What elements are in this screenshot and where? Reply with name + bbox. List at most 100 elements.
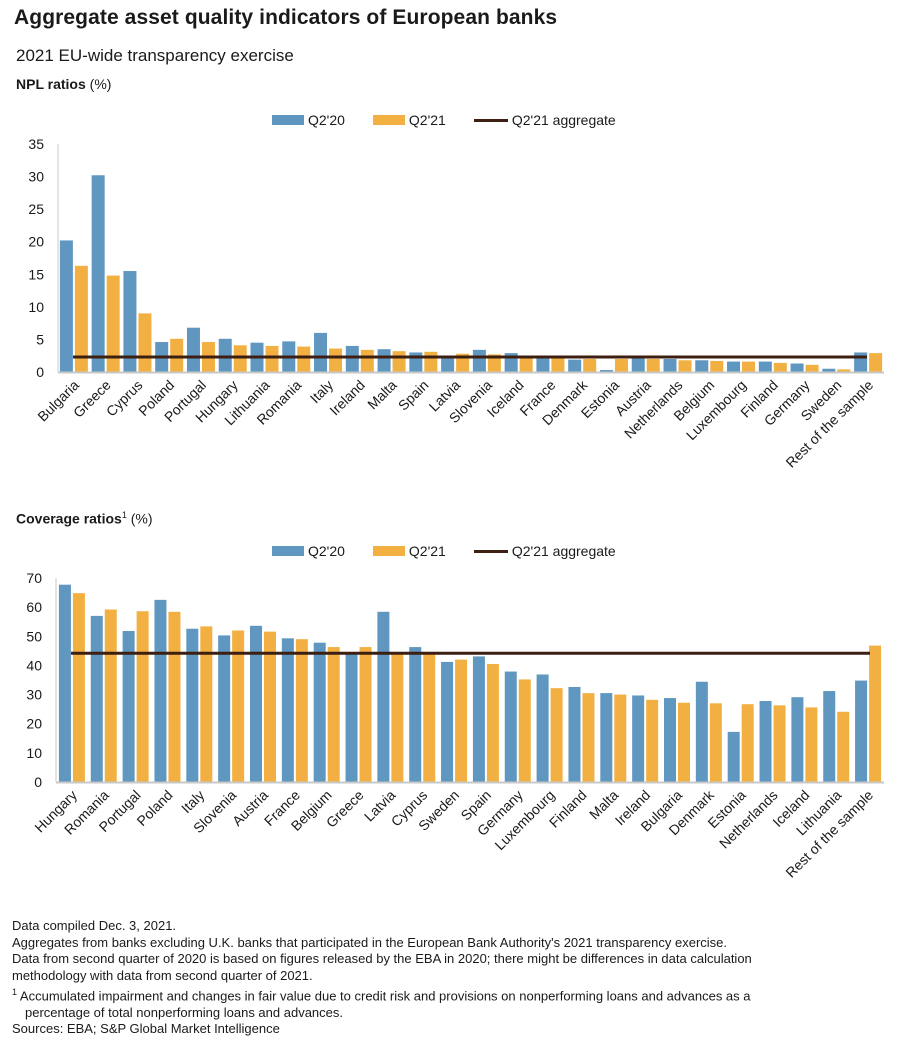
bar-q2-21 xyxy=(710,360,724,372)
legend-swatch-q2-20 xyxy=(272,115,304,125)
x-tick-label: Spain xyxy=(395,377,432,414)
coverage-section-title: Coverage ratios1 (%) xyxy=(16,510,153,527)
bar-q2-21 xyxy=(455,659,468,782)
legend-swatch-q2-21 xyxy=(372,115,405,125)
note-compiled: Data compiled Dec. 3, 2021. xyxy=(12,918,177,933)
bar-q2-20 xyxy=(345,345,359,372)
bar-q2-21 xyxy=(104,609,117,782)
legend-swatch-q2-20 xyxy=(272,546,304,556)
bar-q2-21 xyxy=(519,357,533,372)
bar-q2-21 xyxy=(837,711,850,782)
x-tick-label: Bulgaria xyxy=(34,377,82,425)
legend-line-aggregate xyxy=(473,549,508,553)
bar-q2-21 xyxy=(264,631,276,782)
bar-q2-20 xyxy=(759,700,772,782)
bar-q2-20 xyxy=(632,695,645,782)
bar-q2-21 xyxy=(741,704,754,782)
coverage-legend: Q2'20 Q2'21 Q2'21 aggregate xyxy=(272,543,644,559)
bar-q2-21 xyxy=(136,611,149,782)
bar-q2-20 xyxy=(377,611,390,782)
bar-q2-21 xyxy=(138,313,152,372)
bar-q2-21 xyxy=(327,647,340,782)
bar-q2-21 xyxy=(486,663,499,782)
bar-q2-20 xyxy=(154,599,167,782)
bar-q2-20 xyxy=(599,370,613,372)
bar-q2-21 xyxy=(424,351,438,372)
bar-q2-21 xyxy=(168,611,181,782)
bar-q2-21 xyxy=(232,630,245,782)
bar-q2-21 xyxy=(359,647,372,782)
bar-q2-20 xyxy=(695,681,708,782)
legend-item-q2-20: Q2'20 xyxy=(272,543,345,559)
bar-q2-21 xyxy=(72,593,85,782)
bar-q2-20 xyxy=(123,271,137,372)
bar-q2-20 xyxy=(568,359,582,372)
bar-q2-21 xyxy=(805,707,818,782)
note-methodology-1: Data from second quarter of 2020 is base… xyxy=(12,951,752,966)
bar-q2-20 xyxy=(59,240,73,372)
bar-q2-20 xyxy=(631,357,645,372)
npl-title-text: NPL ratios xyxy=(16,76,86,92)
bar-q2-21 xyxy=(614,358,628,372)
x-tick-label: Malta xyxy=(364,377,400,413)
bar-q2-21 xyxy=(550,688,563,782)
npl-title-unit: (%) xyxy=(89,76,112,92)
bar-q2-21 xyxy=(106,275,120,372)
bar-q2-20 xyxy=(504,671,517,782)
chart-subtitle: 2021 EU-wide transparency exercise xyxy=(16,46,294,65)
y-tick-label: 10 xyxy=(28,299,44,315)
bar-q2-21 xyxy=(869,353,883,372)
bar-q2-20 xyxy=(91,175,105,372)
note-footnote-1: 1 Accumulated impairment and changes in … xyxy=(12,984,902,1005)
npl-legend: Q2'20 Q2'21 Q2'21 aggregate xyxy=(272,112,644,128)
y-tick-label: 30 xyxy=(28,169,44,185)
chart-title: Aggregate asset quality indicators of Eu… xyxy=(14,6,558,29)
y-tick-label: 10 xyxy=(26,745,42,761)
bar-q2-21 xyxy=(329,348,343,372)
legend-item-aggregate: Q2'21 aggregate xyxy=(473,543,616,559)
bar-q2-21 xyxy=(74,265,88,372)
bar-q2-21 xyxy=(646,699,659,782)
bar-q2-21 xyxy=(869,645,882,782)
y-tick-label: 0 xyxy=(34,774,42,790)
legend-line-aggregate xyxy=(473,118,508,122)
bar-q2-21 xyxy=(837,369,851,372)
bar-q2-21 xyxy=(678,360,692,372)
bar-q2-21 xyxy=(295,639,308,782)
y-tick-label: 5 xyxy=(36,331,44,347)
bar-q2-20 xyxy=(122,631,135,782)
bar-q2-20 xyxy=(536,674,549,782)
bar-q2-21 xyxy=(360,349,374,372)
bar-q2-21 xyxy=(583,358,597,372)
note-sources: Sources: EBA; S&P Global Market Intellig… xyxy=(12,1021,280,1037)
bar-q2-21 xyxy=(709,703,722,782)
footnote-marker: 1 xyxy=(12,987,18,997)
bar-q2-21 xyxy=(614,694,627,782)
y-tick-label: 25 xyxy=(28,201,44,217)
y-tick-label: 50 xyxy=(26,628,42,644)
bar-q2-20 xyxy=(727,361,741,372)
bar-q2-20 xyxy=(345,653,358,782)
coverage-title-unit: (%) xyxy=(130,510,153,527)
bar-q2-20 xyxy=(250,625,262,782)
legend-label: Q2'21 xyxy=(408,112,446,128)
bar-q2-21 xyxy=(423,653,436,782)
bar-q2-20 xyxy=(441,661,454,782)
coverage-title-footnote: 1 xyxy=(121,510,127,520)
bar-q2-21 xyxy=(742,361,756,372)
y-tick-label: 20 xyxy=(28,234,44,250)
bar-q2-21 xyxy=(582,693,595,782)
coverage-chart: 010203040506070HungaryRomaniaPortugalPol… xyxy=(26,570,884,881)
bar-q2-20 xyxy=(823,691,836,782)
legend-item-q2-21: Q2'21 xyxy=(372,543,446,559)
bar-q2-20 xyxy=(790,363,804,372)
bar-q2-20 xyxy=(186,628,199,782)
bar-q2-20 xyxy=(409,352,423,372)
bar-q2-21 xyxy=(391,652,404,782)
legend-item-q2-21: Q2'21 xyxy=(372,112,446,128)
bar-q2-21 xyxy=(200,626,213,782)
bar-q2-20 xyxy=(218,338,232,372)
bar-q2-20 xyxy=(472,656,485,782)
bar-q2-20 xyxy=(568,686,581,782)
x-tick-label: Poland xyxy=(133,787,175,829)
